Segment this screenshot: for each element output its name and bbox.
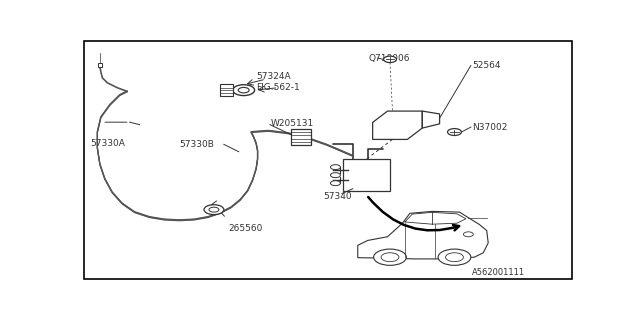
Polygon shape — [220, 84, 233, 96]
Text: 57340: 57340 — [323, 192, 351, 201]
Text: 57330A: 57330A — [90, 139, 125, 148]
Text: 52564: 52564 — [472, 61, 500, 70]
Text: W205131: W205131 — [271, 119, 314, 128]
Circle shape — [233, 85, 255, 96]
Circle shape — [330, 165, 340, 170]
Text: 57324A: 57324A — [256, 72, 291, 81]
Circle shape — [445, 253, 463, 262]
Circle shape — [209, 207, 219, 212]
Text: FIG.562-1: FIG.562-1 — [256, 83, 300, 92]
Circle shape — [383, 56, 396, 62]
Text: Q710006: Q710006 — [369, 54, 410, 63]
Circle shape — [238, 87, 249, 93]
Circle shape — [463, 232, 474, 237]
Bar — [343, 159, 390, 191]
Circle shape — [381, 253, 399, 262]
Circle shape — [330, 181, 340, 186]
Text: N37002: N37002 — [472, 123, 508, 132]
Text: 57330B: 57330B — [179, 140, 214, 149]
Text: A562001111: A562001111 — [472, 268, 525, 277]
Text: 265560: 265560 — [229, 224, 263, 233]
Circle shape — [330, 173, 340, 178]
Circle shape — [438, 249, 471, 265]
Bar — [99, 63, 102, 68]
Circle shape — [447, 129, 461, 135]
Circle shape — [204, 205, 224, 215]
Bar — [291, 129, 310, 145]
Circle shape — [374, 249, 406, 265]
